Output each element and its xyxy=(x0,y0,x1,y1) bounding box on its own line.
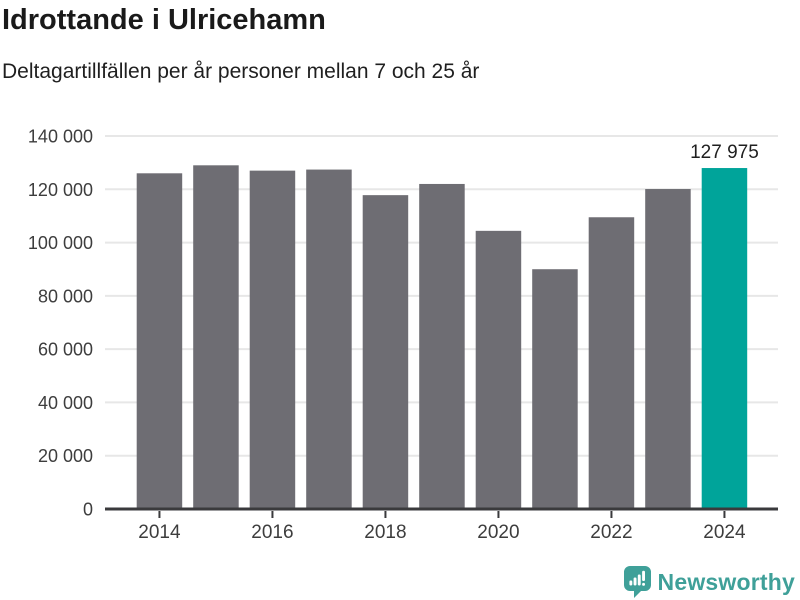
y-axis-label: 120 000 xyxy=(28,180,93,200)
y-axis-label: 60 000 xyxy=(38,340,93,360)
x-axis-label: 2022 xyxy=(590,522,632,543)
brand-footer: Newsworthy xyxy=(623,566,795,598)
x-axis-label: 2024 xyxy=(703,522,746,543)
x-axis-label: 2016 xyxy=(251,522,293,543)
chart-title: Idrottande i Ulricehamn xyxy=(2,4,326,36)
bar xyxy=(362,195,409,508)
bar xyxy=(193,165,239,509)
bar xyxy=(532,269,578,508)
logo-bubble xyxy=(623,566,651,598)
y-axis-label: 20 000 xyxy=(38,446,93,466)
x-axis-label: 2020 xyxy=(477,522,519,543)
newsworthy-logo-icon xyxy=(623,566,651,598)
bar xyxy=(588,217,635,508)
y-axis-label: 0 xyxy=(83,500,93,520)
chart-subtitle: Deltagartillfällen per år personer mella… xyxy=(2,60,480,83)
bar xyxy=(306,169,352,508)
x-axis-label: 2018 xyxy=(364,522,406,543)
y-axis-label: 140 000 xyxy=(28,127,93,147)
bar xyxy=(419,183,465,508)
bar xyxy=(475,230,522,508)
y-axis-label: 100 000 xyxy=(28,233,93,253)
brand-name: Newsworthy xyxy=(657,568,795,595)
bar xyxy=(136,173,183,509)
y-axis-label: 40 000 xyxy=(38,393,93,413)
bar xyxy=(249,170,296,508)
bar-value-label: 127 975 xyxy=(690,142,759,163)
bar xyxy=(645,189,691,508)
y-axis-label: 80 000 xyxy=(38,286,93,306)
x-axis-label: 2014 xyxy=(138,522,181,543)
highlighted-bar xyxy=(701,168,748,509)
